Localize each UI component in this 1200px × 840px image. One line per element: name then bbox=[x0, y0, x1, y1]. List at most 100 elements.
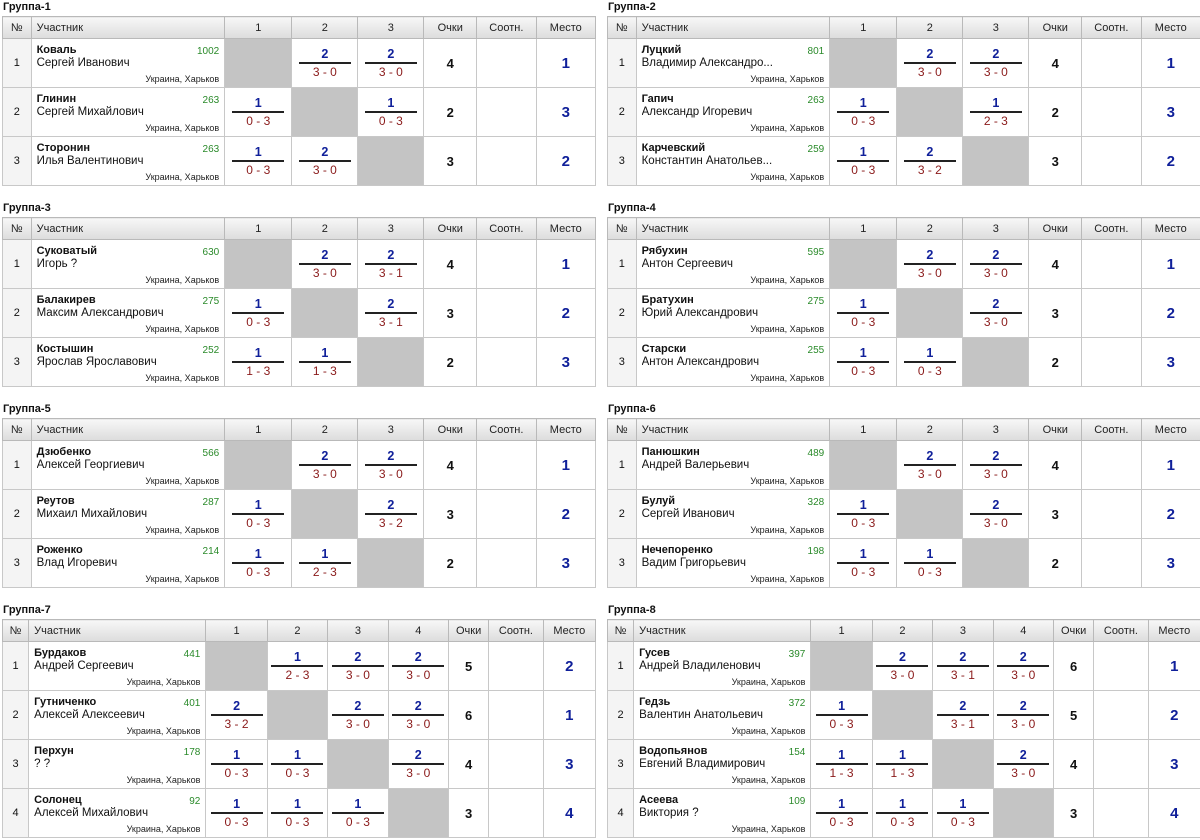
participant-surname[interactable]: Гапич bbox=[641, 93, 674, 105]
participant-cell[interactable]: Асеева 109 Виктория ? Украина, Харьков bbox=[633, 788, 812, 838]
participant-cell[interactable]: Рябухин 595 Антон Сергеевич Украина, Харько… bbox=[635, 239, 831, 289]
participant-surname[interactable]: Панюшкин bbox=[641, 446, 700, 458]
participant-surname[interactable]: Глинин bbox=[36, 93, 77, 105]
participant-cell[interactable]: Суковатый 630 Игорь ? Украина, Харьков bbox=[30, 239, 226, 289]
participant-surname[interactable]: Гедзь bbox=[639, 696, 671, 708]
participant-cell[interactable]: Балакирев 275 Максим Александрович Украина,… bbox=[30, 288, 226, 338]
participant-surname[interactable]: Коваль bbox=[36, 44, 77, 56]
participant-cell[interactable]: Бурдаков 441 Андрей Сергеевич Украина, Харь… bbox=[28, 641, 207, 691]
participant-cell[interactable]: Панюшкин 489 Андрей Валерьевич Украина, Хар… bbox=[635, 440, 831, 490]
participant-surname[interactable]: Асеева bbox=[639, 794, 679, 806]
participant-surname[interactable]: Рябухин bbox=[641, 245, 688, 257]
participant-surname[interactable]: Костышин bbox=[36, 343, 94, 355]
participant-surname[interactable]: Гутниченко bbox=[34, 696, 97, 708]
participant-surname[interactable]: Суковатый bbox=[36, 245, 98, 257]
participant-surname[interactable]: Старски bbox=[641, 343, 687, 355]
participant-surname[interactable]: Братухин bbox=[641, 294, 694, 306]
participant-surname[interactable]: Гусев bbox=[639, 647, 670, 659]
participant-surname[interactable]: Водопьянов bbox=[639, 745, 708, 757]
participant-cell[interactable]: Водопьянов 154 Евгений Владимирович Украина… bbox=[633, 739, 812, 789]
participant-surname[interactable]: Луцкий bbox=[641, 44, 682, 56]
participant-cell[interactable]: Роженко 214 Влад Игоревич Украина, Харьков bbox=[30, 538, 226, 588]
participant-cell[interactable]: Костышин 252 Ярослав Ярославович Украина, Х… bbox=[30, 337, 226, 387]
participant-cell[interactable]: Карчевский 259 Константин Анатольев... Укра… bbox=[635, 136, 831, 186]
participant-cell[interactable]: Гапич 263 Александр Игоревич Украина, Харьк… bbox=[635, 87, 831, 137]
participant-cell[interactable]: Гутниченко 401 Алексей Алексеевич Украина, … bbox=[28, 690, 207, 740]
participant-cell[interactable]: Глинин 263 Сергей Михайлович Украина, Харьк… bbox=[30, 87, 226, 137]
participant-cell[interactable]: Коваль 1002 Сергей Иванович Украина, Харько… bbox=[30, 38, 226, 88]
participant-surname[interactable]: Реутов bbox=[36, 495, 75, 507]
participant-surname[interactable]: Нечепоренко bbox=[641, 544, 713, 556]
participant-surname[interactable]: Балакирев bbox=[36, 294, 96, 306]
participant-surname[interactable]: Сторонин bbox=[36, 142, 90, 154]
participant-cell[interactable]: Нечепоренко 198 Вадим Григорьевич Украина, … bbox=[635, 538, 831, 588]
participant-cell[interactable]: Братухин 275 Юрий Александрович Украина, Ха… bbox=[635, 288, 831, 338]
participant-surname[interactable]: Бурдаков bbox=[34, 647, 87, 659]
participant-cell[interactable]: Гедзь 372 Валентин Анатольевич Украина, Хар… bbox=[633, 690, 812, 740]
participant-cell[interactable]: Булуй 328 Сергей Иванович Украина, Харьков bbox=[635, 489, 831, 539]
participant-cell[interactable]: Реутов 287 Михаил Михайлович Украина, Харьк… bbox=[30, 489, 226, 539]
participant-surname[interactable]: Перхун bbox=[34, 745, 74, 757]
participant-surname[interactable]: Булуй bbox=[641, 495, 676, 507]
participant-cell[interactable]: Сторонин 263 Илья Валентинович Украина, Хар… bbox=[30, 136, 226, 186]
participant-surname[interactable]: Дзюбенко bbox=[36, 446, 92, 458]
participant-cell[interactable]: Перхун 178 ? ? Украина, Харьков bbox=[28, 739, 207, 789]
participant-surname[interactable]: Карчевский bbox=[641, 142, 706, 154]
